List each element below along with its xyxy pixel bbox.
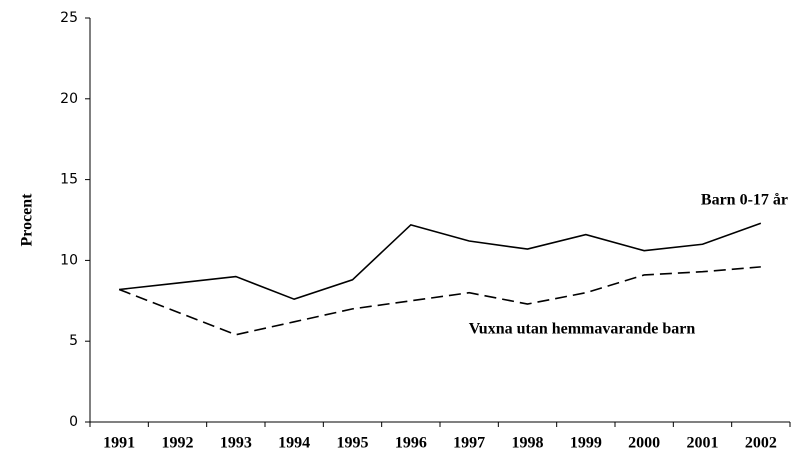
x-tick-label: 1991 — [103, 435, 135, 452]
y-tick-label: 10 — [60, 252, 78, 268]
x-tick-label: 1999 — [570, 435, 602, 452]
y-tick-label: 20 — [60, 91, 78, 107]
series-label: Barn 0-17 år — [701, 191, 788, 208]
y-tick-label: 0 — [69, 414, 78, 430]
x-tick-label: 2001 — [687, 435, 719, 452]
y-tick-label: 5 — [69, 333, 78, 349]
series-line — [119, 222, 762, 301]
x-tick-label: 1993 — [220, 435, 252, 452]
x-tick-label: 1994 — [278, 435, 310, 452]
x-tick-label: 1997 — [453, 435, 485, 452]
y-tick-label: 15 — [60, 172, 78, 188]
series-line — [118, 266, 761, 336]
x-tick-label: 2002 — [745, 435, 777, 452]
y-axis-label: Procent — [19, 193, 36, 247]
series-label: Vuxna utan hemmavarande barn — [469, 321, 696, 338]
y-tick-label: 25 — [60, 10, 78, 26]
x-tick-label: 1992 — [162, 435, 194, 452]
x-tick-label: 1996 — [395, 435, 427, 452]
x-tick-label: 1998 — [512, 435, 544, 452]
x-tick-label: 1995 — [337, 435, 369, 452]
x-tick-label: 2000 — [628, 435, 660, 452]
